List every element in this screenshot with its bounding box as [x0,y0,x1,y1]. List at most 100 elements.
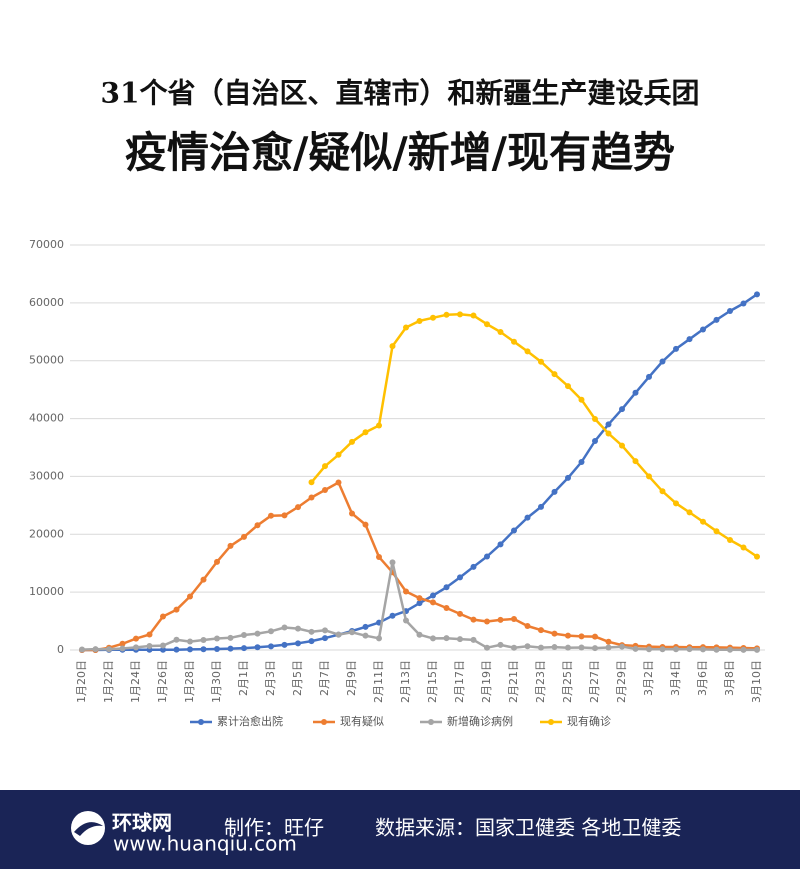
point [254,522,261,529]
point [308,628,315,635]
point [160,646,166,653]
credit: 制作：旺仔 [224,816,324,840]
point [254,630,261,637]
point [146,643,153,650]
point [308,494,315,501]
point [605,430,612,437]
point [700,326,706,333]
x-tick-label: 2月9日 [345,660,358,696]
point [416,317,423,324]
point [578,633,585,640]
point [200,646,207,653]
point [511,527,517,534]
point [322,627,328,634]
logo-site: www.huanqiu.com [113,832,297,856]
point [362,632,369,639]
point [538,503,544,510]
legend-label: 现有疑似 [340,714,384,728]
point [241,533,247,540]
series-line [310,313,758,558]
logo-text: 环球网 [112,811,172,835]
point [146,631,153,638]
point [497,541,504,548]
point [443,311,450,318]
point [281,624,288,631]
x-tick-label: 2月23日 [534,660,547,703]
point [457,636,463,643]
x-tick-label: 3月6日 [696,660,709,696]
point [443,635,450,642]
point [551,644,558,651]
logo-swoosh [74,822,103,836]
x-tick-label: 1月26日 [156,660,169,703]
point [227,634,234,641]
point [605,638,612,645]
point [484,618,490,625]
x-tick-label: 2月29日 [615,660,628,703]
point [511,615,517,622]
point [92,646,99,653]
point [551,371,558,378]
point [133,644,139,651]
series-line [82,481,758,652]
point [659,358,666,365]
point [173,636,180,643]
point [322,635,328,642]
point [727,536,733,543]
point [551,630,558,637]
x-tick-label: 2月27日 [588,660,601,703]
point [538,644,544,651]
point [659,646,666,653]
point [727,646,733,653]
point [592,645,598,652]
point [578,458,585,465]
point [187,638,193,645]
plot: 0 10000 20000 30000 40000 50000 60000 70000 1月20… [29,238,765,728]
point [457,574,463,581]
x-tick-label: 2月7日 [318,660,331,696]
point [497,616,504,623]
point [362,429,369,436]
point [565,644,571,651]
point [551,488,558,495]
y-tick-label: 10000 [29,585,64,598]
point [227,542,234,549]
point [511,338,517,345]
point [335,479,342,486]
point [673,500,679,507]
point [281,512,288,519]
point [524,348,531,355]
point [457,610,463,617]
point [511,644,517,651]
source: 数据来源：国家卫健委 各地卫健委 [375,816,681,840]
point [403,588,409,595]
point [686,336,693,343]
y-tick-label: 50000 [29,354,64,367]
x-tick-label: 3月2日 [642,660,655,696]
point [173,646,180,653]
point [740,544,747,551]
point [119,640,126,647]
point [349,438,355,445]
x-tick-label: 2月19日 [480,660,493,703]
point [754,646,760,653]
point [484,644,490,651]
x-tick-label: 3月10日 [750,660,763,703]
point [106,646,112,653]
point [632,389,639,396]
point [403,324,409,331]
point [295,640,301,647]
point [538,358,544,365]
point [241,632,247,639]
point [308,479,315,486]
point [416,631,423,638]
legend-label: 新增确诊病例 [447,714,513,728]
x-tick-label: 1月30日 [210,660,223,703]
y-tick-label: 60000 [29,296,64,309]
point [713,528,720,535]
point [322,463,328,470]
x-tick-label: 1月24日 [129,660,142,703]
point [349,510,355,517]
point [524,514,531,521]
